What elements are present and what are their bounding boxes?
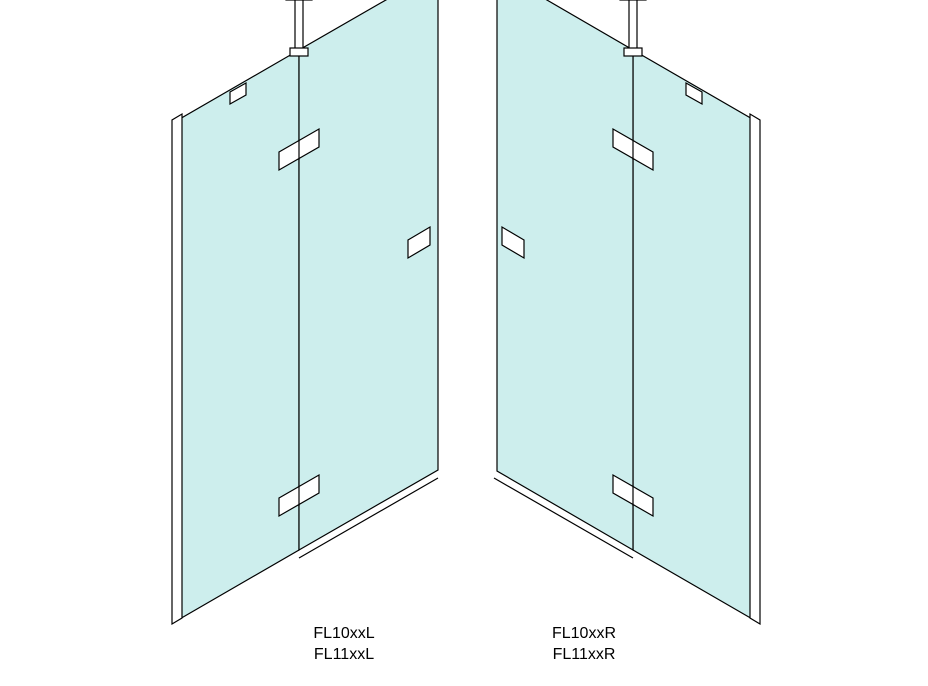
left-label: FL10xxL FL11xxL — [284, 623, 404, 666]
right-label: FL10xxR FL11xxR — [524, 623, 644, 666]
diagram-content — [0, 0, 928, 686]
labels-row: FL10xxL FL11xxL FL10xxR FL11xxR — [0, 623, 928, 666]
right-label-line1: FL10xxR — [524, 623, 644, 645]
right-door-glass — [497, 0, 633, 550]
left-label-line1: FL10xxL — [284, 623, 404, 645]
right-fixed-glass — [633, 50, 754, 620]
left-label-line2: FL11xxL — [284, 644, 404, 666]
left-wall-profile — [172, 114, 182, 624]
diagram-stage — [0, 0, 928, 686]
right-label-line2: FL11xxR — [524, 644, 644, 666]
left-door-glass — [299, 0, 438, 550]
right-wall-profile — [750, 114, 760, 624]
left-fixed-glass — [178, 50, 299, 620]
